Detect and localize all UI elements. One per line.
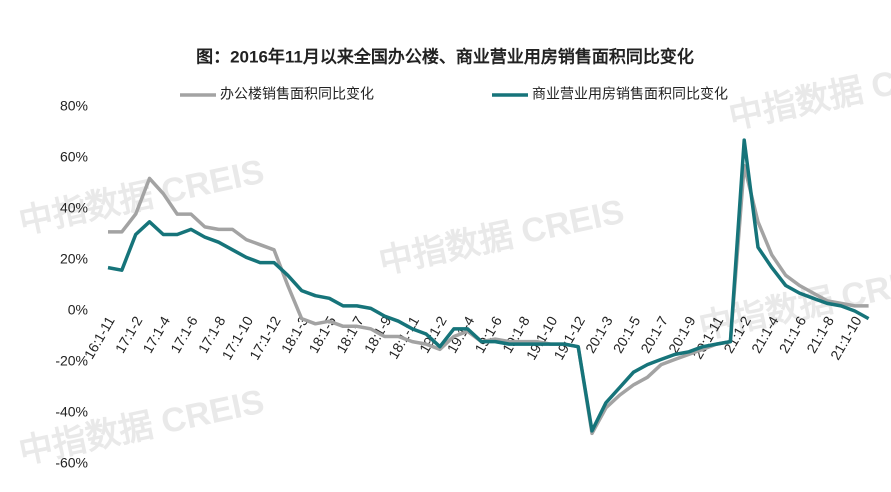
watermark: 中指数据 CREIS — [16, 383, 268, 472]
legend-label: 商业营业用房销售面积同比变化 — [532, 86, 728, 102]
watermark: 中指数据 CREIS — [726, 48, 891, 137]
chart-title: 图：2016年11月以来全国办公楼、商业营业用房销售面积同比变化 — [196, 46, 694, 66]
y-tick-label: 20% — [60, 251, 88, 267]
watermark: 中指数据 CREIS — [376, 193, 628, 282]
y-tick-label: 40% — [60, 200, 88, 216]
legend-label: 办公楼销售面积同比变化 — [220, 86, 374, 102]
x-tick-label: 16:1-11 — [81, 313, 118, 361]
y-tick-label: -20% — [55, 353, 88, 369]
y-tick-label: -40% — [55, 404, 88, 420]
y-tick-label: 80% — [60, 98, 88, 114]
series-line — [107, 138, 870, 433]
y-tick-label: -60% — [55, 455, 88, 471]
y-tick-label: 60% — [60, 149, 88, 165]
y-tick-label: 0% — [68, 302, 88, 318]
